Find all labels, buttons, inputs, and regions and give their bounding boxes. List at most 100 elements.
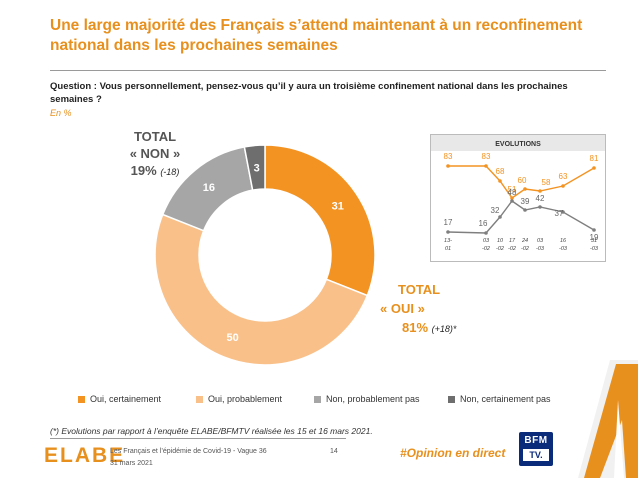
donut-slice-label: 16 [203,182,215,194]
evolution-value-label: 60 [518,176,527,185]
evolution-point [446,230,450,234]
evolution-value-label: 39 [521,197,530,206]
evolution-point [592,166,596,170]
evolution-value-label: 83 [482,152,491,161]
evolution-value-label: 68 [496,167,505,176]
evolution-point [484,164,488,168]
evolution-point [523,187,527,191]
study-name: Les Français et l’épidémie de Covid-19 -… [110,448,267,455]
total-oui-value: 81% [402,320,429,335]
corner-decoration [578,360,638,478]
evolution-value-label: 48 [508,188,517,197]
legend-label: Oui, certainement [90,394,162,404]
legend-label: Non, certainement pas [460,394,551,404]
elabe-logo: ELABE [44,444,126,467]
page-number: 14 [330,448,338,455]
deco-shape-front [584,364,638,478]
evolution-point [498,215,502,219]
legend-swatch [196,395,203,403]
donut-slice-label: 31 [332,201,344,213]
bfmtv-logo-top: BFM [524,435,548,446]
evolution-tick-label: 13- [444,238,452,244]
evolution-series-line [447,200,595,234]
chart-legend: Oui, certainement Oui, probablement Non,… [78,394,578,408]
evolution-tick-label: -03 [536,246,545,252]
evolution-tick-label: -03 [559,246,568,252]
donut-slice [243,144,266,192]
evolution-tick-label: 01 [445,246,451,252]
evolution-tick-label: 03 [537,238,544,244]
legend-item-non-probablement-pas: Non, probablement pas [314,394,420,404]
unit-label: En % [50,108,72,118]
legend-label: Non, probablement pas [326,394,420,404]
evolution-value-label: 63 [559,172,568,181]
evolution-series-line [448,165,595,199]
study-date: 31 mars 2021 [110,460,153,467]
legend-swatch [78,395,85,403]
donut-slice [264,144,376,297]
total-oui-title: TOTAL [398,282,441,297]
legend-swatch [448,395,455,403]
evolution-point [484,231,488,235]
total-oui-label: « OUI » [380,301,425,316]
evolution-title: EVOLUTIONS [495,141,541,148]
survey-question: Question : Vous personnellement, pensez-… [50,81,568,105]
legend-item-oui-certainement: Oui, certainement [78,394,161,404]
total-non-value: 19% [130,163,157,178]
legend-item-non-certainement-pas: Non, certainement pas [448,394,551,404]
evolution-point [498,179,502,183]
evolution-tick-label: -02 [521,246,529,252]
evolution-value-label: 83 [444,152,453,161]
evolution-value-label: 16 [479,219,488,228]
evolution-value-label: 42 [536,194,545,203]
evolution-value-label: 81 [590,154,599,163]
donut-slice-label: 50 [226,332,238,344]
evolution-tick-label: -02 [508,246,516,252]
bfmtv-logo-bottom: TV. [523,449,549,461]
evolution-point [561,210,565,214]
bfmtv-logo: BFM TV. [519,432,553,466]
evolution-tick-label: -02 [482,246,490,252]
evolution-frame [430,134,606,262]
evolution-tick-label: 17 [509,238,516,244]
evolution-tick-label: 31 [591,238,597,244]
evolution-value-label: 19 [590,233,599,242]
total-oui-delta: (+18)* [431,324,457,334]
page-title: Une large majorité des Français s’attend… [50,17,583,54]
evolution-value-label: 32 [491,206,500,215]
evolution-value-label: 37 [555,209,564,218]
title-divider [50,70,606,71]
donut-chart: 31 50 16 3 [154,144,376,366]
hashtag: #Opinion en direct [400,446,506,460]
evolution-tick-label: 24 [521,238,528,244]
evolution-point [592,228,596,232]
evolution-point [510,196,514,200]
evolution-point [538,205,542,209]
deco-shape-cut [614,400,624,478]
evolution-point [538,189,542,193]
total-non-callout: TOTAL « NON » 19% (-18) [100,128,210,181]
evolution-tick-label: 03 [483,238,490,244]
evolution-tick-label: 16 [560,238,567,244]
legend-label: Oui, probablement [208,394,283,404]
footnote: (*) Evolutions par rapport à l’enquête E… [50,426,373,436]
evolution-point [446,164,450,168]
evolution-value-label: 58 [542,178,551,187]
evolution-point [510,199,514,203]
evolution-point [561,184,565,188]
evolution-point [523,208,527,212]
evolution-header [431,135,605,151]
evolution-tick-label: -03 [590,246,599,252]
evolution-value-label: 17 [444,218,453,227]
total-non-label: « NON » [129,146,181,161]
total-non-delta: (-18) [160,167,180,177]
legend-swatch [314,395,321,403]
legend-item-oui-probablement: Oui, probablement [196,394,282,404]
total-non-title: TOTAL [133,129,177,144]
total-oui-callout: TOTAL « OUI » 81% (+18)* [380,280,490,339]
footer-divider [50,438,346,439]
evolution-tick-label: -02 [496,246,504,252]
evolution-value-label: 51 [508,185,517,194]
evolution-tick-label: 10 [497,238,504,244]
